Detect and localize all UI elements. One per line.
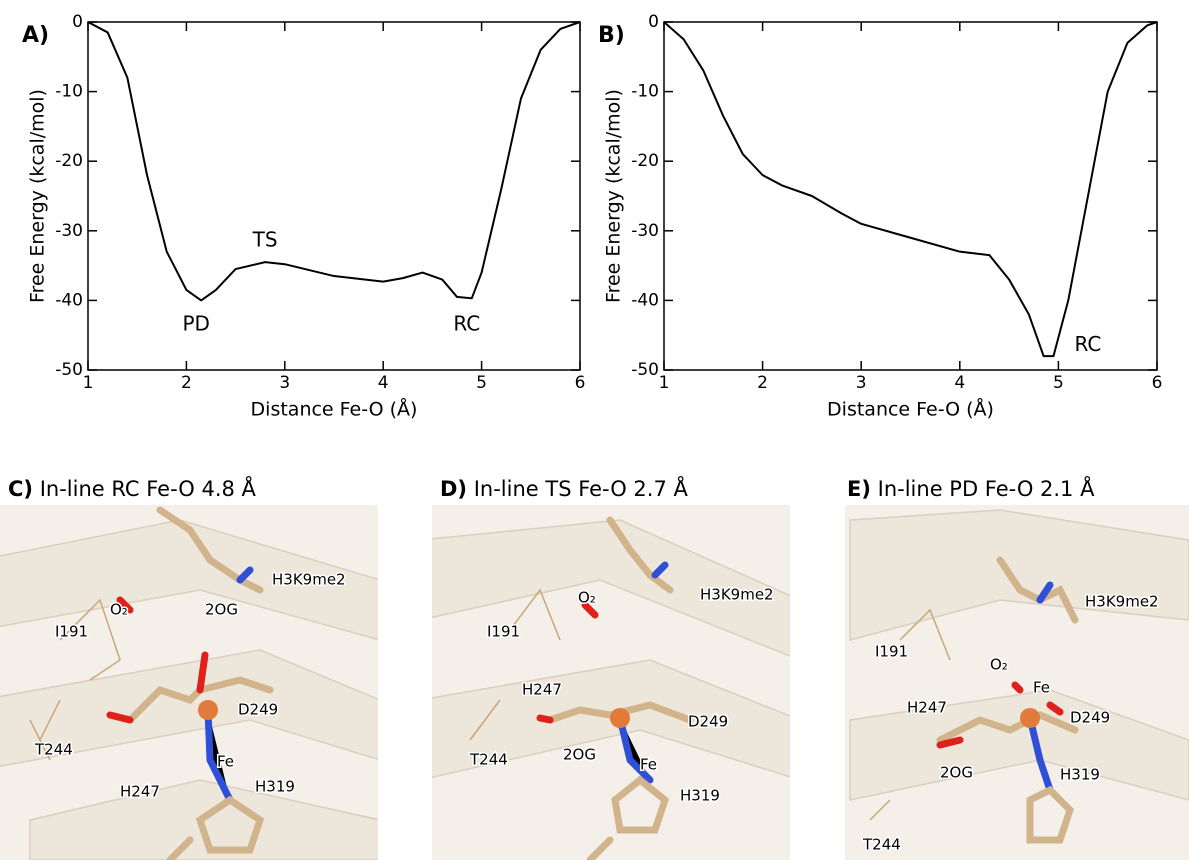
y-tick-label: -10 (55, 82, 83, 102)
x-tick-label: 6 (575, 373, 586, 393)
residue-label: 2OG (205, 601, 238, 619)
x-tick-label: 2 (757, 373, 768, 393)
residue-label: T244 (34, 741, 73, 759)
panel-title: E) In-line PD Fe-O 2.1 Å (847, 475, 1095, 501)
panel-label: B) (598, 23, 625, 48)
panel-label: A) (22, 23, 49, 48)
y-axis-label: Free Energy (kcal/mol) (603, 89, 625, 303)
residue-label: Fe (1033, 679, 1050, 697)
annotation: PD (183, 311, 210, 335)
y-tick-label: 0 (648, 12, 659, 32)
y-tick-label: -20 (631, 151, 659, 171)
plot-frame (88, 22, 580, 370)
panel-label: D) (440, 477, 467, 501)
y-tick-label: -50 (631, 360, 659, 380)
y-tick-label: -30 (631, 221, 659, 241)
x-tick-label: 1 (659, 373, 670, 393)
residue-label: Fe (217, 753, 234, 771)
x-tick-label: 5 (1053, 373, 1064, 393)
plot-frame (664, 22, 1157, 370)
x-tick-label: 5 (476, 373, 487, 393)
y-tick-label: -40 (55, 290, 83, 310)
panel-label: C) (8, 477, 33, 501)
panel-title-text: In-line TS Fe-O 2.7 Å (474, 475, 689, 501)
residue-label: 2OG (563, 746, 596, 764)
residue-label: Fe (640, 756, 657, 774)
panel-title: C) In-line RC Fe-O 4.8 Å (8, 475, 257, 501)
residue-label: I191 (875, 643, 908, 661)
residue-label: H319 (680, 787, 720, 805)
residue-label: H319 (1060, 766, 1100, 784)
residue-label: H3K9me2 (1085, 593, 1159, 611)
residue-label: I191 (55, 623, 88, 641)
y-tick-label: -30 (55, 221, 83, 241)
residue-label: T244 (469, 751, 508, 769)
panel-title-text: In-line PD Fe-O 2.1 Å (878, 475, 1095, 501)
x-tick-label: 2 (181, 373, 192, 393)
y-tick-label: -50 (55, 360, 83, 380)
x-tick-label: 3 (856, 373, 867, 393)
residue-label: O₂ (110, 601, 128, 619)
energy-curve (88, 22, 580, 300)
panel-label: E) (847, 477, 871, 501)
residue-label: D249 (688, 713, 728, 731)
x-tick-label: 4 (378, 373, 389, 393)
y-axis-label: Free Energy (kcal/mol) (27, 89, 49, 303)
y-tick-label: -20 (55, 151, 83, 171)
residue-label: H3K9me2 (700, 586, 774, 604)
x-axis-label: Distance Fe-O (Å) (827, 398, 994, 421)
residue-label: I191 (487, 623, 520, 641)
residue-label: D249 (1070, 709, 1110, 727)
energy-curve (664, 22, 1157, 356)
residue-label: H3K9me2 (272, 571, 346, 589)
y-tick-label: -10 (631, 82, 659, 102)
residue-label: H247 (907, 699, 947, 717)
y-tick-label: 0 (72, 12, 83, 32)
residue-label: O₂ (578, 589, 596, 607)
annotation: RC (1075, 332, 1102, 356)
y-tick-label: -40 (631, 290, 659, 310)
residue-label: H247 (120, 783, 160, 801)
figure: 1 2 3 4 5 6 -50 -40 -30 -20 -10 0 TS PD RC A) Distance F… (0, 0, 1189, 860)
x-tick-label: 4 (954, 373, 965, 393)
annotation: TS (252, 228, 278, 252)
residue-label: H247 (522, 681, 562, 699)
x-tick-label: 3 (279, 373, 290, 393)
x-tick-label: 1 (83, 373, 94, 393)
structure-image-c (0, 505, 380, 860)
residue-label: H319 (255, 778, 295, 796)
residue-label: 2OG (940, 764, 973, 782)
residue-label: T244 (862, 836, 901, 854)
annotation: RC (453, 311, 480, 335)
panel-title: D) In-line TS Fe-O 2.7 Å (440, 475, 688, 501)
x-axis-label: Distance Fe-O (Å) (251, 398, 418, 421)
residue-label: O₂ (990, 656, 1008, 674)
structure-image-e (845, 505, 1189, 860)
x-tick-label: 6 (1152, 373, 1163, 393)
residue-label: D249 (238, 701, 278, 719)
panel-title-text: In-line RC Fe-O 4.8 Å (40, 475, 257, 501)
structure-image-d (420, 505, 800, 860)
